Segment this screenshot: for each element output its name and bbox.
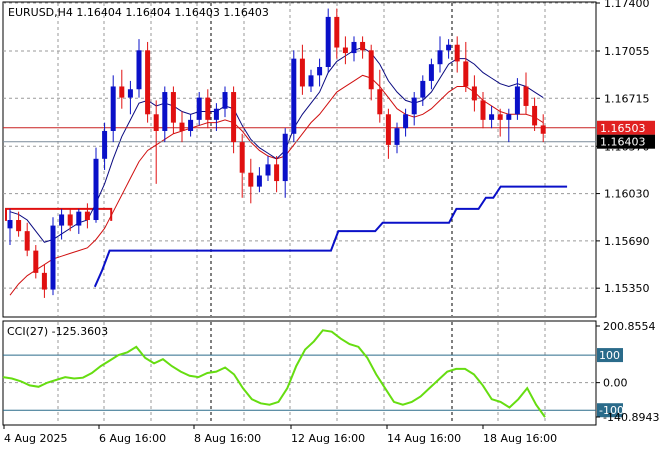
bear-candle-body [179, 122, 185, 131]
bull-candle-body [291, 58, 297, 134]
bull-candle-body [489, 114, 495, 120]
bull-candle-body [188, 119, 194, 131]
bear-candle-body [84, 211, 90, 221]
bear-candle-body [299, 58, 305, 87]
bear-candle-body [377, 89, 383, 115]
bull-candle-body [256, 175, 262, 187]
bear-candle-body [119, 86, 125, 98]
bull-candle-body [514, 86, 520, 115]
cci-tick-label: 0.00 [603, 377, 628, 390]
cci-level-tag-text: 100 [599, 349, 620, 362]
cci-level-tag-text: -100 [599, 404, 624, 417]
bear-candle-body [24, 231, 30, 251]
bull-candle-body [394, 128, 400, 145]
cci-axis: 200.8554 100 0.00 -100-140.8943 [596, 320, 659, 424]
bear-candle-body [463, 61, 469, 87]
bull-candle-body [196, 97, 202, 120]
bear-candle-body [33, 250, 39, 273]
bid-price-tag-text: 1.16403 [600, 136, 646, 149]
bear-candle-body [532, 105, 538, 126]
price-tick-label: 1.16030 [604, 188, 650, 201]
bull-candle-body [50, 225, 56, 290]
bull-candle-body [136, 50, 142, 90]
bear-candle-body [334, 16, 340, 48]
chart-header: EURUSD,H4 1.16404 1.16404 1.16403 1.1640… [8, 6, 269, 19]
bear-candle-body [153, 114, 159, 131]
bear-candle-body [540, 125, 546, 134]
cci-line [2, 329, 546, 418]
time-tick-label: 8 Aug 16:00 [194, 432, 261, 445]
bear-candle-body [385, 114, 391, 145]
bear-candle-body [239, 142, 245, 173]
price-tick-label: 1.17055 [604, 45, 650, 58]
bull-candle-body [76, 211, 82, 226]
bull-candle-body [420, 80, 426, 98]
bear-candle-body [454, 44, 460, 62]
bear-candle-body [231, 92, 237, 143]
ask-price-tag-text: 1.16503 [600, 122, 646, 135]
cci-indicator [2, 329, 596, 418]
bear-candle-body [360, 41, 366, 51]
bear-candle-body [523, 86, 529, 106]
price-tick-label: 1.17400 [604, 0, 650, 10]
bull-candle-body [351, 41, 357, 54]
main-panel-frame [2, 1, 597, 318]
bear-candle-body [41, 272, 47, 290]
cci-tick-label: -140.8943 [603, 411, 659, 424]
trailing-stop-line [93, 185, 568, 288]
bull-candle-body [411, 97, 417, 115]
ask-price-tag-bg [597, 120, 655, 135]
time-tick-label: 12 Aug 16:00 [291, 432, 365, 445]
bear-candle-body [16, 220, 22, 232]
price-tick-label: 1.15350 [604, 282, 650, 295]
bull-candle-body [437, 50, 443, 65]
grid-lines [3, 2, 596, 424]
bear-candle-body [274, 164, 280, 182]
bull-candle-body [93, 158, 99, 221]
bear-candle-body [170, 92, 176, 123]
bear-candle-body [248, 172, 254, 187]
bull-candle-body [282, 133, 288, 182]
bull-candle-body [59, 214, 65, 226]
cci-header: CCI(27) -125.3603 [7, 325, 108, 338]
time-tick-label: 6 Aug 16:00 [99, 432, 166, 445]
bull-candle-body [428, 64, 434, 81]
bear-candle-body [368, 50, 374, 90]
bull-candle-body [110, 86, 116, 131]
time-tick-label: 18 Aug 16:00 [483, 432, 557, 445]
bear-candle-body [480, 100, 486, 120]
bid-price-tag-bg [597, 134, 655, 149]
cci-level-tag-bg [597, 403, 623, 418]
bull-candle-body [325, 16, 331, 67]
bull-candle-body [317, 66, 323, 76]
time-axis: 4 Aug 2025 6 Aug 16:00 8 Aug 16:00 12 Aug 1… [3, 425, 557, 445]
candles [7, 8, 546, 298]
bull-candle-body [265, 164, 271, 176]
bear-candle-body [205, 97, 211, 120]
price-tick-label: 1.15690 [604, 235, 650, 248]
bear-candle-body [471, 86, 477, 101]
bull-candle-body [446, 44, 452, 51]
cci-level-tag-bg [597, 348, 623, 363]
cci-tick-label: 200.8554 [603, 320, 656, 333]
bull-candle-body [308, 75, 314, 87]
bull-candle-body [127, 89, 133, 98]
bear-candle-body [497, 114, 503, 120]
bear-candle-body [67, 214, 73, 226]
cci-panel-frame [2, 320, 597, 426]
bull-candle-body [7, 220, 13, 229]
bear-candle-body [145, 50, 151, 115]
bear-candle-body [342, 47, 348, 54]
bull-candle-body [213, 108, 219, 120]
bull-candle-body [162, 92, 168, 131]
bull-candle-body [506, 114, 512, 120]
bull-candle-body [102, 130, 108, 159]
time-tick-label: 4 Aug 2025 [4, 432, 67, 445]
price-tick-label: 1.16715 [604, 92, 650, 105]
bull-candle-body [222, 92, 228, 109]
time-tick-label: 14 Aug 16:00 [387, 432, 461, 445]
bull-candle-body [403, 114, 409, 129]
